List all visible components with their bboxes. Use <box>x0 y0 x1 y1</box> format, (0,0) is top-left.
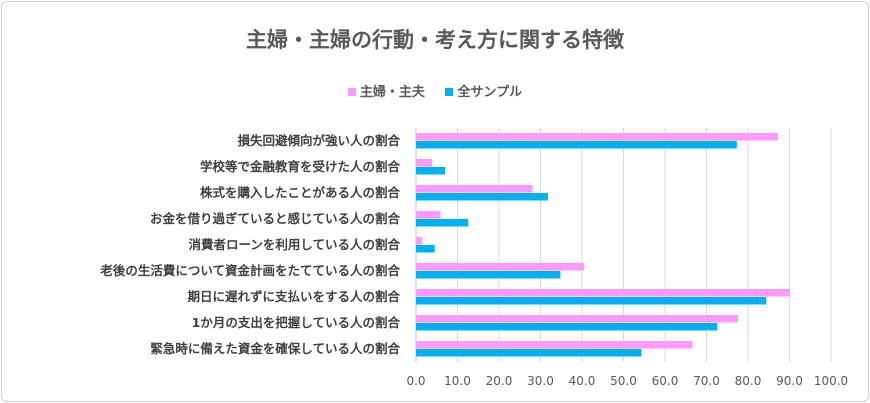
bar <box>416 219 469 227</box>
bar <box>416 237 423 245</box>
category-label: 損失回避傾向が強い人の割合 <box>237 133 400 148</box>
bar <box>416 289 790 297</box>
bar <box>416 349 642 357</box>
category-label: 1か月の支出を把握している人の割合 <box>192 315 401 330</box>
bar <box>416 297 767 305</box>
legend-label: 全サンプル <box>457 85 523 100</box>
bar <box>416 263 585 271</box>
x-tick-label: 30.0 <box>527 374 554 388</box>
bar <box>416 323 718 331</box>
legend-item-all: 全サンプル <box>445 81 522 100</box>
x-tick-label: 20.0 <box>486 374 513 388</box>
x-tick-label: 70.0 <box>693 374 720 388</box>
bar <box>416 141 737 149</box>
bar <box>416 167 446 175</box>
x-tick-label: 90.0 <box>776 374 803 388</box>
x-tick-label: 100.0 <box>814 374 848 388</box>
bar <box>416 341 693 349</box>
x-tick-label: 80.0 <box>735 374 762 388</box>
bar <box>416 211 441 219</box>
bar <box>416 133 778 141</box>
x-tick-label: 0.0 <box>406 374 425 388</box>
legend: 主婦・主夫 全サンプル <box>0 81 870 100</box>
category-label: 老後の生活費について資金計画をたてている人の割合 <box>99 263 400 278</box>
bar <box>416 185 533 193</box>
legend-item-housewife: 主婦・主夫 <box>347 81 425 100</box>
x-tick-label: 40.0 <box>569 374 596 388</box>
category-label: 緊急時に備えた資金を確保している人の割合 <box>150 341 400 356</box>
category-label: 株式を購入したことがある人の割合 <box>200 185 401 200</box>
category-label: 期日に遅れずに支払いをする人の割合 <box>187 289 400 304</box>
chart-title: 主婦・主婦の行動・考え方に関する特徴 <box>246 28 624 52</box>
x-tick-label: 50.0 <box>610 374 637 388</box>
category-label: 消費者ローンを利用している人の割合 <box>188 237 400 252</box>
legend-swatch <box>347 88 356 96</box>
x-tick-label: 10.0 <box>444 374 471 388</box>
bar <box>416 315 739 323</box>
bar <box>416 193 548 201</box>
category-label: お金を借り過ぎていると感じている人の割合 <box>150 211 401 226</box>
bar <box>416 245 435 253</box>
legend-label: 主婦・主夫 <box>359 85 425 100</box>
legend-swatch <box>445 88 454 96</box>
bar <box>416 159 433 167</box>
bar <box>416 271 561 279</box>
x-tick-label: 60.0 <box>652 374 679 388</box>
category-label: 学校等で金融教育を受けた人の割合 <box>200 159 401 174</box>
